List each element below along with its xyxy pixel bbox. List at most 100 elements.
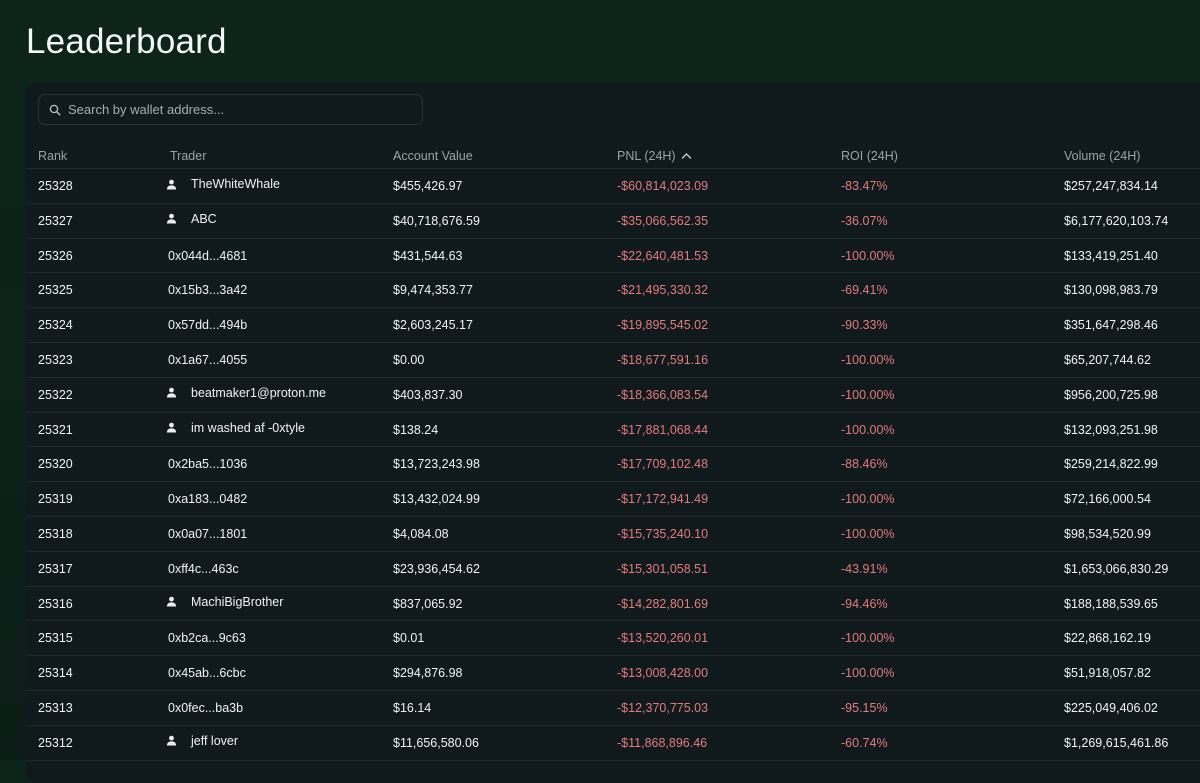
account-value-cell: $13,432,024.99 xyxy=(393,492,480,507)
rank-cell: 25314 xyxy=(38,666,73,681)
account-value-cell: $0.00 xyxy=(393,352,425,367)
rank-cell: 25318 xyxy=(38,526,73,541)
page-title: Leaderboard xyxy=(26,22,227,61)
trader-name: ABC xyxy=(191,211,217,226)
table-row[interactable]: 25316 MachiBigBrother $837,065.92 -$14,2… xyxy=(26,587,1200,622)
table-row[interactable]: 25327 ABC $40,718,676.59 -$35,066,562.35… xyxy=(26,204,1200,239)
trader-cell[interactable]: im washed af -0xtyle xyxy=(166,421,305,435)
column-header-pnl-label: PNL (24H) xyxy=(617,149,676,163)
table-row[interactable]: 25321 im washed af -0xtyle $138.24 -$17,… xyxy=(26,413,1200,448)
trader-cell[interactable]: ABC xyxy=(166,212,217,226)
column-header-rank[interactable]: Rank xyxy=(38,149,67,163)
table-row[interactable]: 25326 0x044d...4681 $431,544.63 -$22,640… xyxy=(26,239,1200,274)
trader-cell[interactable]: 0x044d...4681 xyxy=(168,249,247,263)
trader-name: 0x044d...4681 xyxy=(168,248,248,263)
column-header-roi[interactable]: ROI (24H) xyxy=(841,149,898,163)
volume-cell: $257,247,834.14 xyxy=(1064,179,1158,193)
table-row[interactable]: 25312 jeff lover $11,656,580.06 -$11,868… xyxy=(26,726,1200,761)
roi-cell: -100.00% xyxy=(841,631,895,646)
trader-cell[interactable]: 0xff4c...463c xyxy=(168,562,239,576)
pnl-cell: -$13,008,428.00 xyxy=(617,666,709,681)
trader-cell[interactable]: MachiBigBrother xyxy=(166,595,283,609)
rank-cell: 25312 xyxy=(38,735,73,750)
trader-name: 0xb2ca...9c63 xyxy=(168,631,246,646)
column-header-rank-label: Rank xyxy=(38,149,68,163)
trader-cell[interactable]: 0xb2ca...9c63 xyxy=(168,631,246,645)
trader-cell[interactable]: 0x57dd...494b xyxy=(168,318,247,332)
table-row[interactable]: 25319 0xa183...0482 $13,432,024.99 -$17,… xyxy=(26,482,1200,517)
trader-name: 0xff4c...463c xyxy=(168,561,239,576)
table-row[interactable]: 25320 0x2ba5...1036 $13,723,243.98 -$17,… xyxy=(26,447,1200,483)
table-row[interactable]: 25313 0x0fec...ba3b $16.14 -$12,370,775.… xyxy=(26,691,1200,726)
trader-cell[interactable]: 0x0a07...1801 xyxy=(168,527,247,541)
rank-cell: 25313 xyxy=(38,700,73,715)
volume-cell: $6,177,620,103.74 xyxy=(1064,213,1169,228)
trader-name: im washed af -0xtyle xyxy=(191,420,305,435)
user-icon xyxy=(166,596,177,607)
table-row[interactable]: 25315 0xb2ca...9c63 $0.01 -$13,520,260.0… xyxy=(26,621,1200,657)
pnl-cell: -$13,520,260.01 xyxy=(617,631,709,646)
roi-cell: -100.00% xyxy=(841,352,895,367)
rank-cell: 25320 xyxy=(38,457,73,472)
pnl-cell: -$19,895,545.02 xyxy=(617,318,709,333)
table-row[interactable]: 25328 TheWhiteWhale $455,426.97 -$60,814… xyxy=(26,169,1200,204)
table-row[interactable]: 25318 0x0a07...1801 $4,084.08 -$15,735,2… xyxy=(26,517,1200,552)
table-row[interactable]: 25322 beatmaker1@proton.me $403,837.30 -… xyxy=(26,378,1200,413)
rank-cell: 25315 xyxy=(38,631,73,646)
trader-cell[interactable]: TheWhiteWhale xyxy=(166,177,280,191)
column-header-volume[interactable]: Volume (24H) xyxy=(1064,149,1140,163)
search-box[interactable] xyxy=(38,94,423,125)
table-row[interactable]: 25314 0x45ab...6cbc $294,876.98 -$13,008… xyxy=(26,656,1200,691)
trader-name: 0x1a67...4055 xyxy=(168,352,248,367)
roi-cell: -100.00% xyxy=(841,387,895,402)
pnl-cell: -$14,282,801.69 xyxy=(617,596,709,611)
rank-cell: 25319 xyxy=(38,492,73,507)
volume-cell: $132,093,251.98 xyxy=(1064,422,1158,437)
rank-cell: 25317 xyxy=(38,561,73,576)
trader-name: beatmaker1@proton.me xyxy=(191,385,326,400)
account-value-cell: $455,426.97 xyxy=(393,179,463,193)
table-row[interactable]: 25325 0x15b3...3a42 $9,474,353.77 -$21,4… xyxy=(26,273,1200,309)
pnl-cell: -$60,814,023.09 xyxy=(617,179,709,193)
column-header-account-value-label: Account Value xyxy=(393,149,473,163)
trader-cell[interactable]: 0x0fec...ba3b xyxy=(168,701,243,715)
trader-cell[interactable]: 0xa183...0482 xyxy=(168,492,247,506)
pnl-cell: -$18,366,083.54 xyxy=(617,387,709,402)
roi-cell: -100.00% xyxy=(841,422,895,437)
trader-cell[interactable]: jeff lover xyxy=(166,734,238,748)
pnl-cell: -$18,677,591.16 xyxy=(617,352,709,367)
volume-cell: $22,868,162.19 xyxy=(1064,631,1151,646)
trader-cell[interactable]: 0x15b3...3a42 xyxy=(168,283,247,297)
trader-cell[interactable]: beatmaker1@proton.me xyxy=(166,386,326,400)
roi-cell: -60.74% xyxy=(841,735,888,750)
user-icon xyxy=(166,735,177,746)
trader-cell[interactable]: 0x1a67...4055 xyxy=(168,353,247,367)
volume-cell: $351,647,298.46 xyxy=(1064,318,1158,333)
column-header-trader[interactable]: Trader xyxy=(170,149,206,163)
column-header-volume-label: Volume (24H) xyxy=(1064,149,1141,163)
column-header-pnl[interactable]: PNL (24H) xyxy=(617,149,692,163)
roi-cell: -95.15% xyxy=(841,700,888,715)
table-row[interactable]: 25323 0x1a67...4055 $0.00 -$18,677,591.1… xyxy=(26,343,1200,378)
roi-cell: -69.41% xyxy=(841,283,888,298)
chevron-up-icon xyxy=(681,153,691,159)
trader-name: 0x0a07...1801 xyxy=(168,526,248,541)
pnl-cell: -$17,172,941.49 xyxy=(617,492,709,507)
table-header: Rank Trader Account Value PNL (24H) ROI … xyxy=(26,143,1200,169)
account-value-cell: $11,656,580.06 xyxy=(393,735,479,750)
trader-name: jeff lover xyxy=(191,733,239,748)
user-icon xyxy=(166,422,177,433)
table-row[interactable]: 25324 0x57dd...494b $2,603,245.17 -$19,8… xyxy=(26,308,1200,343)
search-input[interactable] xyxy=(68,102,398,117)
trader-cell[interactable]: 0x45ab...6cbc xyxy=(168,666,246,680)
table-row[interactable]: 25317 0xff4c...463c $23,936,454.62 -$15,… xyxy=(26,552,1200,587)
volume-cell: $133,419,251.40 xyxy=(1064,248,1158,263)
account-value-cell: $837,065.92 xyxy=(393,596,463,611)
volume-cell: $225,049,406.02 xyxy=(1064,700,1158,715)
pnl-cell: -$11,868,896.46 xyxy=(617,735,708,750)
pnl-cell: -$21,495,330.32 xyxy=(617,283,709,298)
trader-cell[interactable]: 0x2ba5...1036 xyxy=(168,457,247,471)
volume-cell: $1,653,066,830.29 xyxy=(1064,561,1169,576)
column-header-account-value[interactable]: Account Value xyxy=(393,149,473,163)
volume-cell: $51,918,057.82 xyxy=(1064,666,1151,681)
